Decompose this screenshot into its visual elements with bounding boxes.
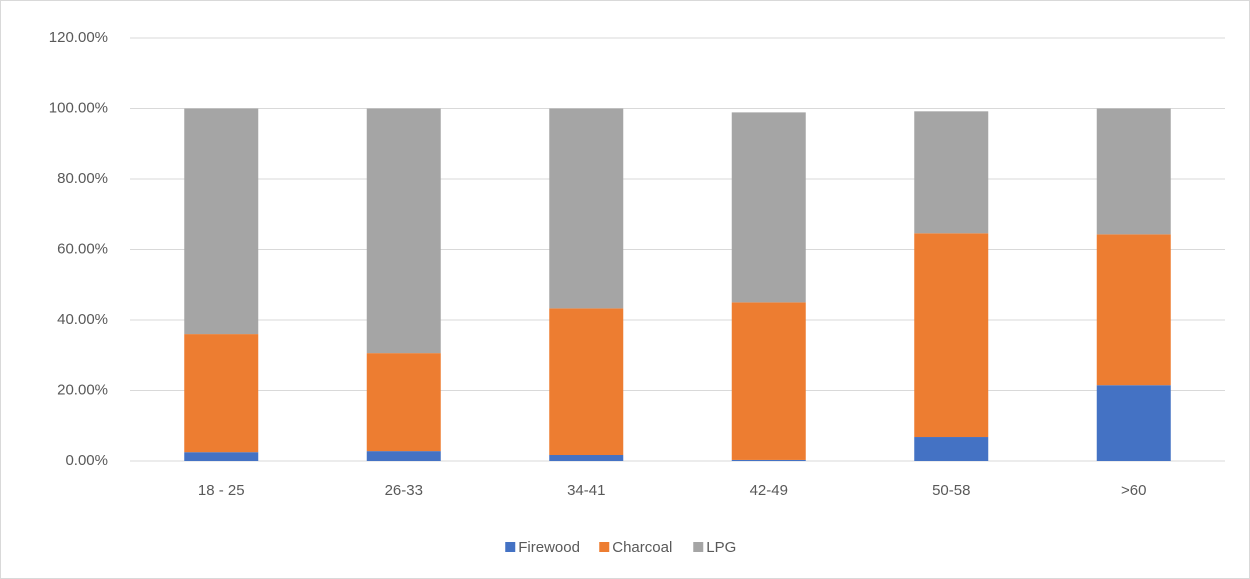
bar-segment: [731, 112, 806, 303]
legend-swatch: [693, 542, 704, 552]
legend-swatch: [599, 542, 610, 552]
bar-segment: [366, 353, 441, 452]
y-tick-label: 0.00%: [65, 452, 108, 469]
bar-segment: [731, 459, 806, 461]
y-tick-label: 120.00%: [49, 29, 108, 46]
bar-segment: [1096, 385, 1171, 461]
bar-segment: [184, 452, 259, 461]
bar-segment: [914, 111, 989, 234]
x-tick-label: 50-58: [932, 482, 970, 499]
legend-label: Charcoal: [612, 539, 672, 556]
x-tick-label: 42-49: [750, 482, 788, 499]
bar-segment: [549, 455, 624, 461]
bar-segment: [1096, 108, 1171, 235]
bar-segment: [184, 108, 259, 335]
bar-segment: [731, 302, 806, 460]
bar-segment: [366, 108, 441, 354]
x-tick-label: 18 - 25: [198, 482, 245, 499]
y-tick-label: 80.00%: [57, 170, 108, 187]
y-tick-label: 20.00%: [57, 381, 108, 398]
y-tick-label: 60.00%: [57, 240, 108, 257]
bar-segment: [366, 451, 441, 461]
x-tick-label: 26-33: [385, 482, 423, 499]
bar-segment: [549, 308, 624, 456]
x-tick-label: >60: [1121, 482, 1146, 499]
bar-segment: [914, 233, 989, 438]
legend-swatch: [505, 542, 516, 552]
y-tick-label: 100.00%: [49, 99, 108, 116]
legend-label: Firewood: [518, 539, 580, 556]
bar-segment: [914, 437, 989, 461]
bar-segment: [184, 334, 259, 453]
x-tick-label: 34-41: [567, 482, 605, 499]
legend-label: LPG: [706, 539, 736, 556]
bar-segment: [549, 108, 624, 309]
bar-segment: [1096, 234, 1171, 386]
y-tick-label: 40.00%: [57, 311, 108, 328]
